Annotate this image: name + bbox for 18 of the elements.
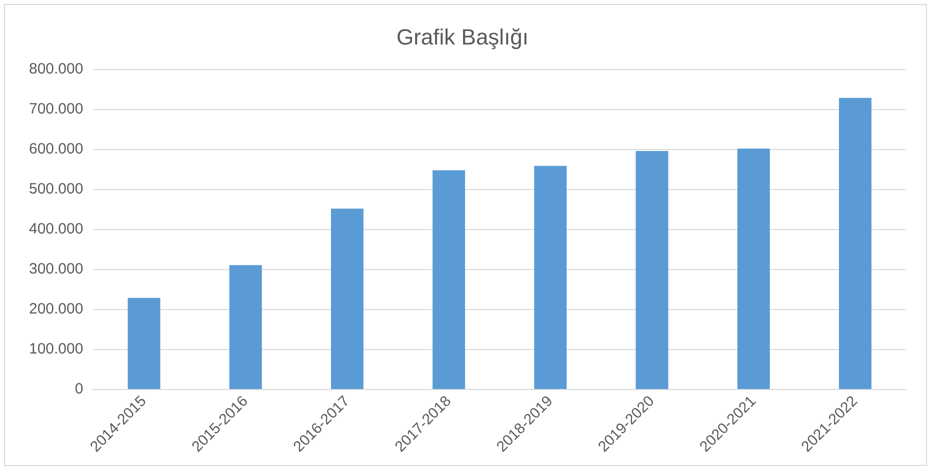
chart-title: Grafik Başlığı bbox=[396, 24, 529, 50]
bar bbox=[229, 265, 262, 390]
bar bbox=[737, 148, 770, 390]
bar bbox=[128, 298, 160, 390]
y-tick-label: 100.000 bbox=[28, 340, 84, 358]
y-tick-label: 300.000 bbox=[28, 260, 84, 278]
y-tick-label: 600.000 bbox=[28, 140, 84, 158]
bar bbox=[432, 170, 466, 390]
bar bbox=[838, 98, 872, 390]
y-tick-label: 500.000 bbox=[28, 180, 84, 198]
y-tick-label: 800.000 bbox=[28, 60, 84, 78]
y-tick-label: 700.000 bbox=[28, 100, 84, 118]
bar bbox=[534, 166, 567, 390]
y-tick-label: 400.000 bbox=[28, 220, 84, 238]
bar bbox=[636, 151, 668, 390]
y-tick-label: 0 bbox=[74, 380, 84, 398]
bar bbox=[330, 208, 364, 390]
y-tick-label: 200.000 bbox=[28, 300, 84, 318]
